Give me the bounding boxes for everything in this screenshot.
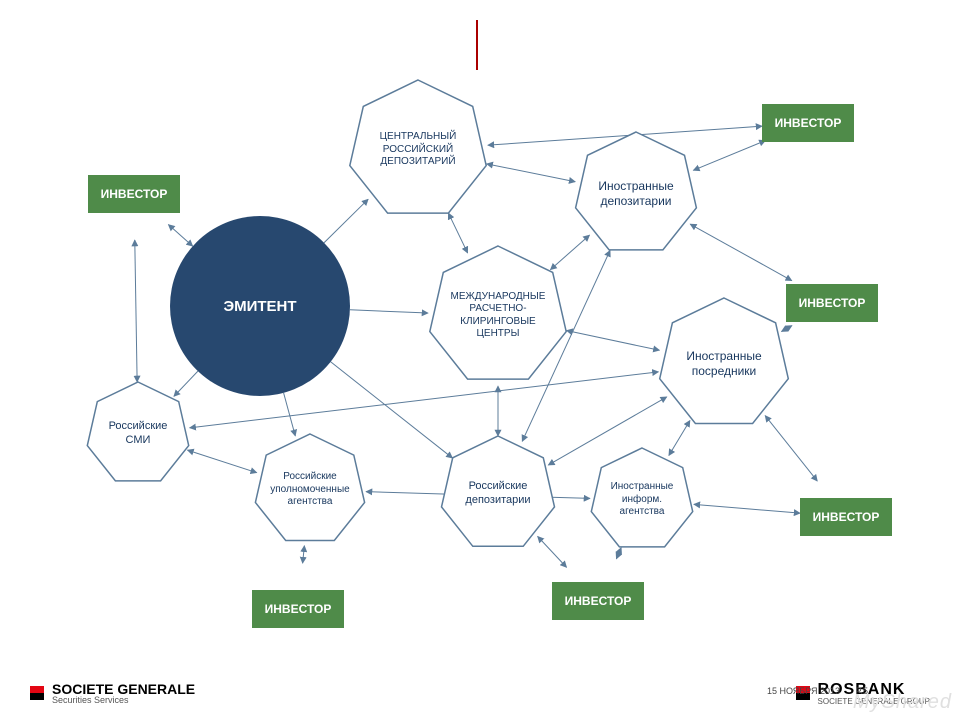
edge-icc-crd xyxy=(448,213,467,253)
heptagon-rsmi xyxy=(87,382,188,481)
edge-emitter-rdep xyxy=(331,362,453,458)
heptagon-fdep xyxy=(576,132,697,250)
edge-icc-fdep xyxy=(550,235,589,270)
heptagon-rdep xyxy=(442,436,555,546)
edge-fia-inv_bc xyxy=(616,548,621,559)
edge-emitter-icc xyxy=(350,310,428,313)
edge-icc-fint xyxy=(566,331,659,351)
edge-fint-inv_r2 xyxy=(781,326,791,332)
edge-rdep-inv_bc xyxy=(538,536,567,567)
edge-fint-inv_r3 xyxy=(765,416,817,481)
footer-page: P.5 xyxy=(856,686,868,696)
edge-fdep-inv_r2 xyxy=(690,224,792,281)
heptagon-crd xyxy=(350,80,486,213)
edge-rsmi-inv_tl xyxy=(135,240,137,382)
edge-crd-fdep xyxy=(487,164,576,182)
investor-inv_bl: ИНВЕСТОР xyxy=(252,590,344,628)
footer-date: 15 НОЯБРЯ 2013 xyxy=(767,686,840,696)
edge-emitter-rua xyxy=(284,393,296,436)
edge-fdep-inv_tr xyxy=(693,141,765,171)
investor-inv_r2: ИНВЕСТОР xyxy=(786,284,878,322)
heptagon-rua xyxy=(255,434,364,541)
heptagon-icc xyxy=(430,246,566,379)
edge-rua-inv_bl xyxy=(303,546,305,564)
edge-rua-rsmi xyxy=(187,450,256,473)
emitter-label: ЭМИТЕНТ xyxy=(170,216,350,396)
edge-emitter-rsmi xyxy=(174,371,198,396)
investor-inv_tr: ИНВЕСТОР xyxy=(762,104,854,142)
logo2-sub: SOCIETE GENERALE GROUP xyxy=(818,697,930,706)
investor-inv_bc: ИНВЕСТОР xyxy=(552,582,644,620)
investor-inv_tl: ИНВЕСТОР xyxy=(88,175,180,213)
logo-societe-generale: SOCIETE GENERALE Securities Services xyxy=(30,681,195,705)
edge-fia-fint xyxy=(669,421,690,456)
investor-inv_r3: ИНВЕСТОР xyxy=(800,498,892,536)
edge-fia-inv_r3 xyxy=(694,504,800,513)
edge-emitter-crd xyxy=(324,199,368,243)
heptagon-fia xyxy=(591,448,692,547)
heptagon-fint xyxy=(660,298,789,424)
edge-emitter-inv_tl xyxy=(168,225,192,247)
